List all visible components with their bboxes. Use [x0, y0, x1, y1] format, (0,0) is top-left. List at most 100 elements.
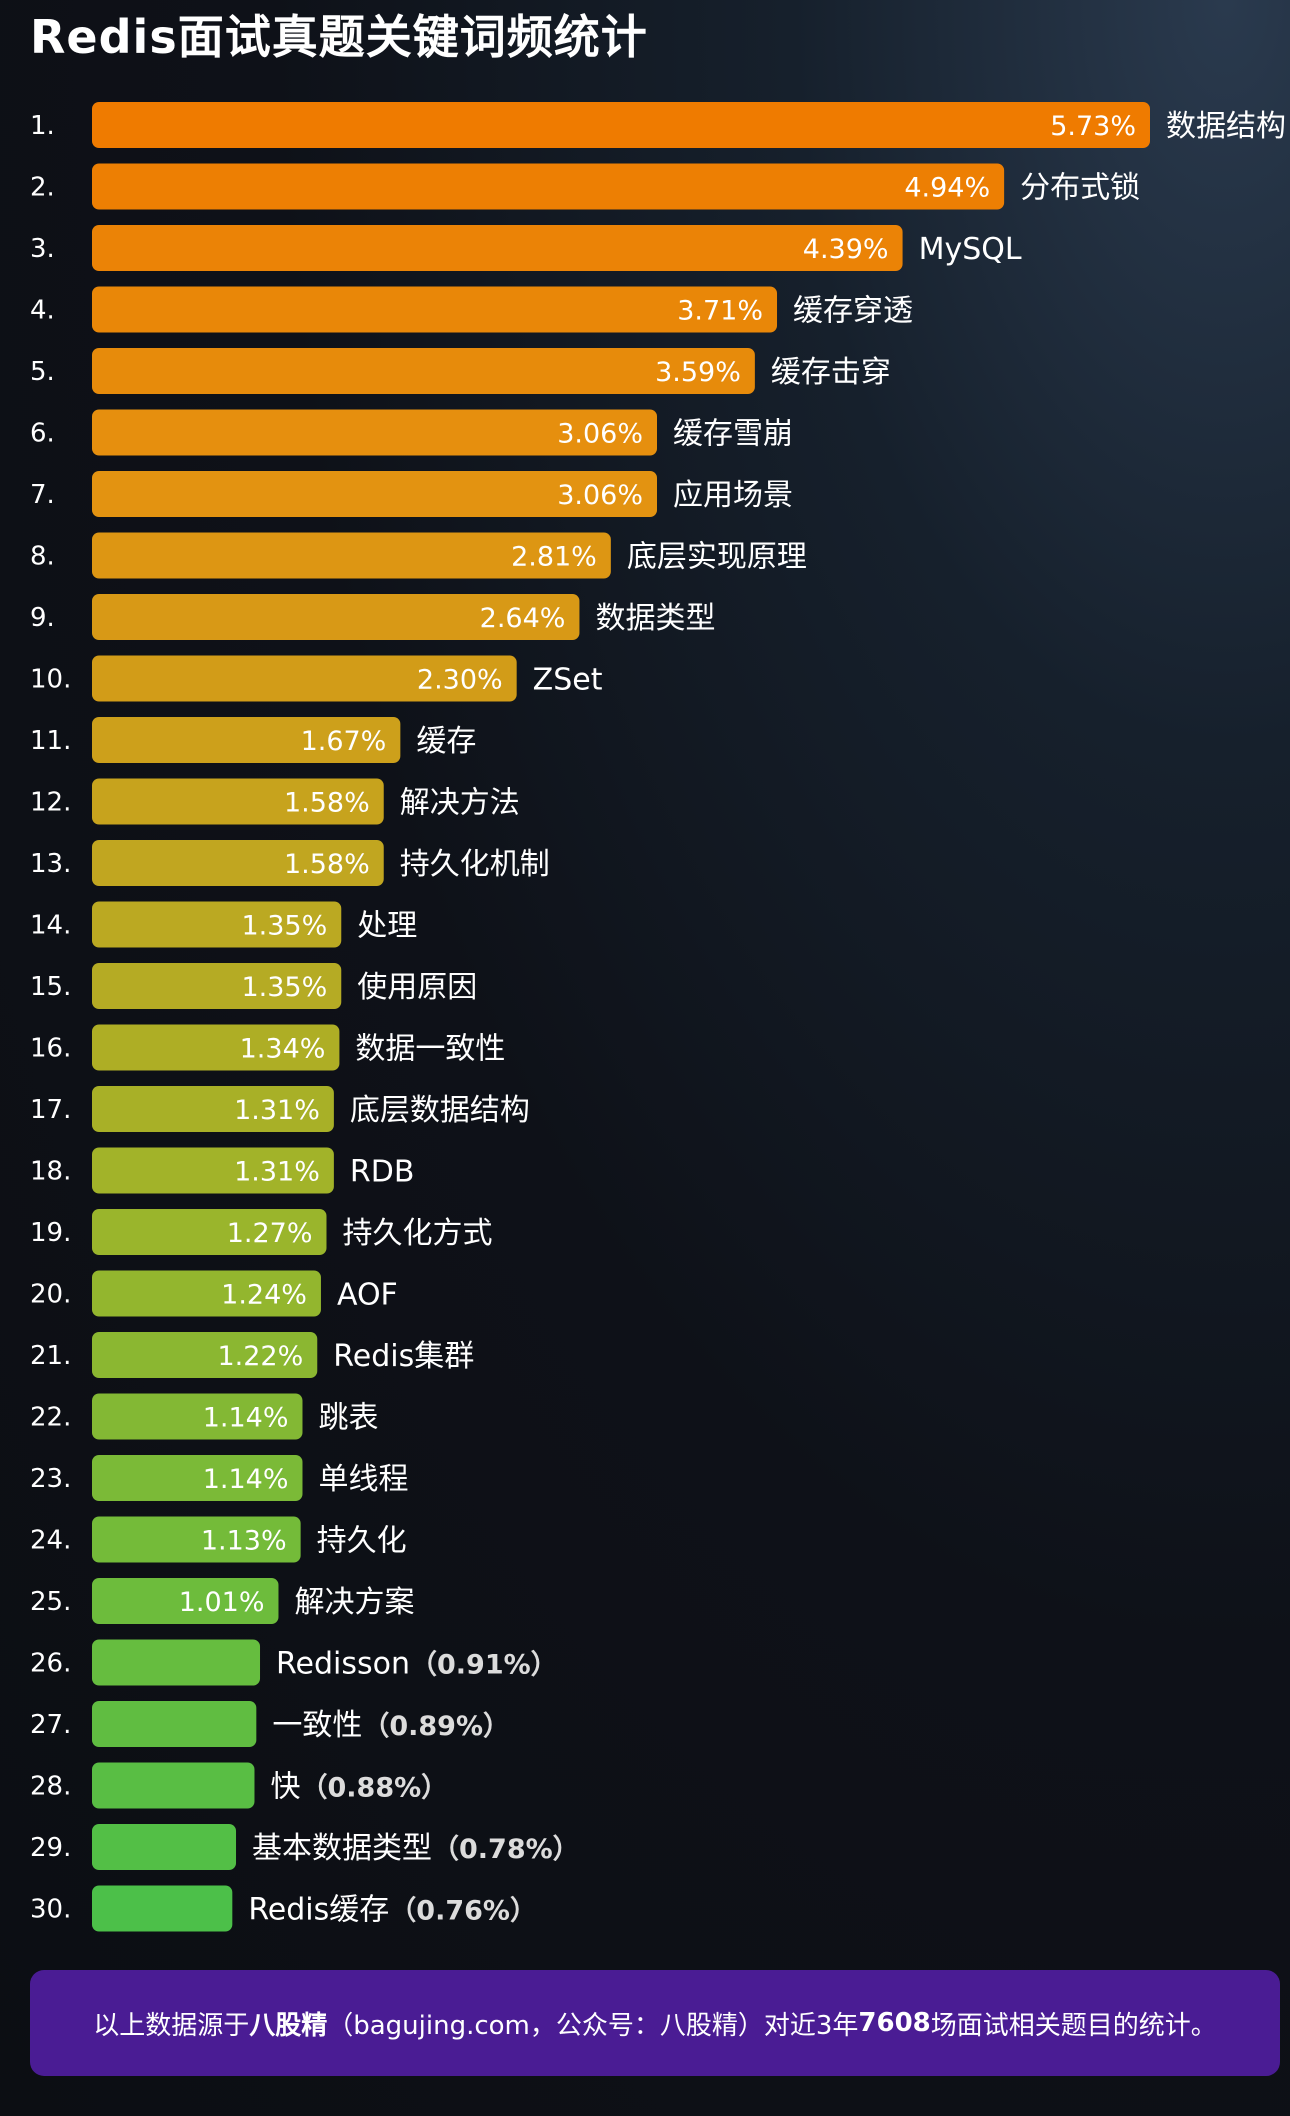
category-label: 缓存击穿: [771, 355, 891, 390]
value-label: （0.89%）: [362, 1711, 510, 1742]
rank-label: 10.: [30, 665, 71, 695]
category-label: 快（0.88%）: [270, 1770, 448, 1805]
category-label: 处理: [357, 909, 417, 944]
bar: [92, 1578, 279, 1624]
category-label: 缓存穿透: [793, 294, 913, 329]
bar-chart: 1. 5.73% 数据结构 2. 4.94% 分布式锁 3. 4.39% MySQL 4. 3.71…: [30, 102, 1286, 1932]
category-label: 一致性（0.89%）: [272, 1708, 510, 1743]
category-label: 持久化机制: [400, 847, 550, 882]
page-title: Redis面试真题关键词频统计: [30, 10, 648, 64]
category-label: 使用原因: [357, 970, 477, 1005]
rank-label: 20.: [30, 1280, 71, 1310]
value-label: 1.67%: [301, 726, 387, 757]
rank-label: 21.: [30, 1341, 71, 1371]
value-label: 5.73%: [1050, 111, 1136, 142]
category-label: 数据类型: [595, 601, 715, 636]
category-label: 持久化: [317, 1524, 407, 1559]
category-label: 数据结构: [1166, 109, 1286, 144]
bar: [92, 655, 517, 702]
footer-brand: 八股精: [249, 2010, 328, 2041]
value-label: 1.13%: [201, 1526, 287, 1557]
category-label: 单线程: [318, 1462, 408, 1497]
bar: [92, 1516, 301, 1563]
bar: [92, 1147, 334, 1194]
bar: [92, 286, 778, 333]
rank-label: 8.: [30, 542, 55, 572]
rank-label: 18.: [30, 1157, 71, 1187]
value-label: 1.31%: [234, 1095, 320, 1126]
category-label: MySQL: [919, 232, 1022, 267]
footer-middle: （bagujing.com，公众号：八股精）对近3年: [327, 2010, 859, 2041]
category-label: 基本数据类型（0.78%）: [252, 1831, 580, 1866]
value-label: 2.30%: [417, 665, 503, 696]
footer-prefix: 以上数据源于: [93, 2010, 250, 2041]
rank-label: 29.: [30, 1833, 71, 1863]
category-label: 应用场景: [673, 478, 793, 513]
bar: [92, 163, 1005, 210]
bar: [92, 1270, 321, 1317]
bar: [92, 1209, 327, 1255]
value-label: 1.34%: [240, 1034, 326, 1065]
bar: [92, 348, 755, 394]
rank-label: 24.: [30, 1526, 71, 1556]
bar: [92, 1701, 257, 1747]
rank-label: 23.: [30, 1464, 71, 1494]
bar: [92, 1024, 340, 1071]
category-label: 解决方案: [294, 1585, 414, 1620]
category-label: AOF: [337, 1278, 398, 1313]
value-label: 1.24%: [221, 1280, 307, 1311]
value-label: 1.35%: [241, 972, 327, 1003]
category-label: 数据一致性: [355, 1032, 505, 1067]
category-label: 跳表: [318, 1401, 378, 1436]
value-label: 1.27%: [227, 1218, 313, 1249]
bar: [92, 963, 342, 1009]
category-label: 分布式锁: [1020, 171, 1140, 206]
bar: [92, 1639, 261, 1686]
rank-label: 4.: [30, 296, 55, 326]
rank-label: 2.: [30, 173, 55, 203]
footer-count: 7608: [858, 2008, 931, 2038]
value-label: 3.71%: [677, 296, 763, 327]
bar: [92, 840, 384, 886]
rank-label: 27.: [30, 1710, 71, 1740]
bar: [92, 1332, 318, 1378]
bar: [92, 594, 580, 640]
rank-label: 7.: [30, 480, 55, 510]
value-label: 2.64%: [480, 603, 566, 634]
rank-label: 28.: [30, 1772, 71, 1802]
category-label: 持久化方式: [342, 1216, 492, 1251]
value-label: （0.91%）: [410, 1650, 558, 1681]
rank-label: 25.: [30, 1587, 71, 1617]
bar: [92, 471, 658, 517]
bar: [92, 1455, 303, 1501]
rank-label: 14.: [30, 911, 71, 941]
bar: [92, 1762, 255, 1809]
value-label: 1.31%: [234, 1157, 320, 1188]
rank-label: 16.: [30, 1034, 71, 1064]
bar: [92, 717, 401, 763]
bar: [92, 1086, 334, 1132]
bar: [92, 778, 384, 825]
category-label: Redis缓存（0.76%）: [248, 1893, 537, 1928]
bar: [92, 532, 611, 579]
value-label: 4.94%: [904, 173, 990, 204]
value-label: 1.22%: [217, 1341, 303, 1372]
value-label: 1.58%: [284, 788, 370, 819]
rank-label: 30.: [30, 1895, 71, 1925]
value-label: （0.76%）: [389, 1896, 537, 1927]
category-label: 缓存: [416, 724, 476, 759]
category-label: 缓存雪崩: [673, 417, 793, 452]
bar: [92, 901, 342, 948]
category-label: ZSet: [533, 663, 603, 698]
value-label: 1.35%: [241, 911, 327, 942]
bar: [92, 409, 658, 456]
rank-label: 3.: [30, 234, 55, 264]
rank-label: 17.: [30, 1095, 71, 1125]
bar: [92, 1393, 303, 1440]
rank-label: 12.: [30, 788, 71, 818]
rank-label: 22.: [30, 1403, 71, 1433]
category-label: Redis集群: [333, 1339, 474, 1374]
category-label: RDB: [350, 1155, 415, 1190]
value-label: 3.06%: [557, 480, 643, 511]
value-label: 1.01%: [179, 1587, 265, 1618]
